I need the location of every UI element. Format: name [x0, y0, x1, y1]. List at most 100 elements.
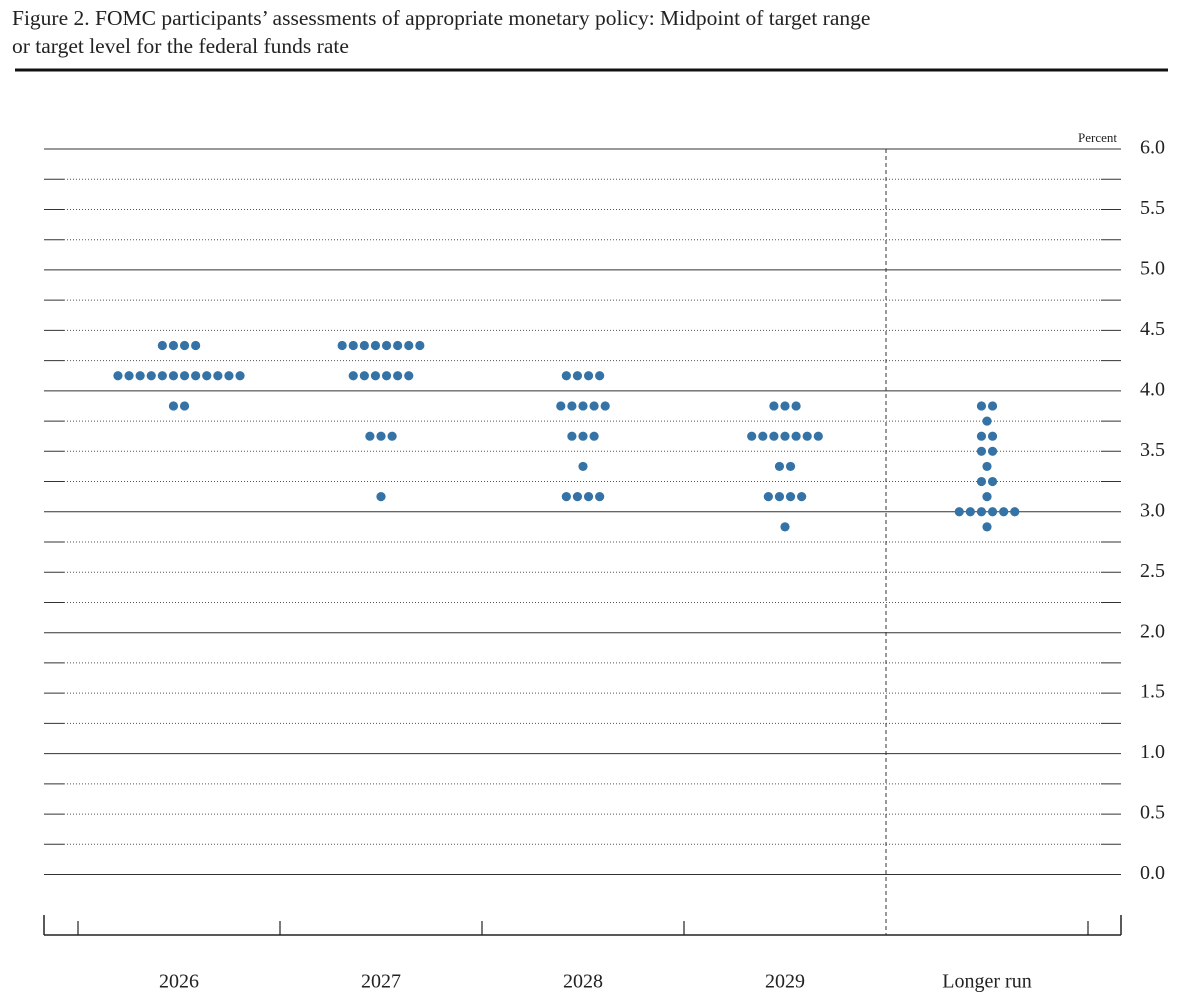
dot	[179, 371, 190, 381]
chart-title: Figure 2. FOMC participants’ assessments…	[12, 6, 870, 30]
dot	[404, 371, 414, 381]
dot	[578, 431, 588, 441]
dot	[387, 431, 397, 441]
dot	[567, 401, 577, 411]
dot	[359, 340, 369, 351]
dot	[168, 401, 179, 411]
dot	[583, 492, 594, 502]
dot	[404, 340, 414, 351]
y-tick-label: 6.0	[1140, 137, 1165, 159]
dot	[747, 431, 757, 441]
dot	[785, 492, 796, 502]
dot	[982, 492, 992, 502]
chart-title: or target level for the federal funds ra…	[12, 34, 349, 58]
dot	[348, 340, 358, 351]
dot	[578, 401, 588, 411]
dot	[976, 476, 987, 487]
dot	[987, 507, 998, 517]
dot	[213, 371, 223, 381]
dot	[780, 431, 790, 441]
dot	[376, 431, 386, 441]
dot	[393, 340, 403, 351]
dot	[999, 507, 1009, 517]
dot	[785, 461, 796, 472]
x-tick-label: 2026	[159, 971, 199, 993]
dot	[774, 492, 785, 502]
dot	[982, 522, 992, 532]
dot	[976, 507, 987, 517]
dot	[769, 401, 779, 411]
dot	[987, 476, 998, 487]
dot	[370, 371, 381, 381]
dot	[578, 461, 588, 472]
dot	[124, 371, 134, 381]
dot	[976, 401, 987, 411]
x-tick-label: 2027	[361, 971, 401, 993]
dot	[348, 371, 358, 381]
dot	[982, 416, 992, 426]
dot	[589, 401, 599, 411]
dot	[146, 371, 156, 381]
dot	[235, 371, 245, 381]
dot	[982, 461, 992, 472]
y-tick-label: 5.5	[1140, 197, 1165, 219]
dot	[157, 340, 167, 351]
dot	[774, 461, 785, 472]
dot	[365, 431, 375, 441]
dot	[1010, 507, 1020, 517]
y-axis-label: Percent	[1078, 130, 1117, 145]
y-tick-label: 3.0	[1140, 499, 1165, 521]
dot	[797, 492, 807, 502]
dot	[976, 446, 987, 456]
dot	[202, 371, 212, 381]
dot	[595, 371, 605, 381]
dot	[381, 340, 392, 351]
dot	[965, 507, 975, 517]
y-tick-label: 2.5	[1140, 560, 1165, 582]
dot	[393, 371, 403, 381]
dot	[572, 371, 583, 381]
y-tick-label: 4.0	[1140, 378, 1165, 400]
dot	[168, 340, 179, 351]
dot	[381, 371, 392, 381]
dot	[954, 507, 964, 517]
dot	[813, 431, 823, 441]
x-tick-label: 2029	[765, 971, 805, 993]
dot	[113, 371, 123, 381]
dot	[179, 340, 190, 351]
dot	[791, 401, 801, 411]
y-tick-label: 0.0	[1140, 862, 1165, 884]
dot	[589, 431, 599, 441]
dot	[191, 340, 201, 351]
dot	[763, 492, 773, 502]
dot	[758, 431, 768, 441]
dot	[791, 431, 801, 441]
dot	[561, 371, 571, 381]
dot	[168, 371, 179, 381]
dot	[561, 492, 571, 502]
y-tick-label: 2.0	[1140, 620, 1165, 642]
y-tick-label: 1.0	[1140, 741, 1165, 763]
dot	[780, 522, 790, 532]
x-tick-label: Longer run	[942, 971, 1031, 993]
dot	[987, 431, 998, 441]
dot	[191, 371, 201, 381]
dot	[224, 371, 234, 381]
x-tick-label: 2028	[563, 971, 603, 993]
y-tick-label: 3.5	[1140, 439, 1165, 461]
dot	[567, 431, 577, 441]
dot	[595, 492, 605, 502]
dot	[359, 371, 369, 381]
dot	[780, 401, 790, 411]
dot	[769, 431, 779, 441]
dot	[583, 371, 594, 381]
dot	[987, 446, 998, 456]
y-tick-label: 4.5	[1140, 318, 1165, 340]
dot	[157, 371, 167, 381]
dot	[802, 431, 812, 441]
y-tick-label: 1.5	[1140, 681, 1165, 703]
dot	[135, 371, 145, 381]
dot	[179, 401, 190, 411]
